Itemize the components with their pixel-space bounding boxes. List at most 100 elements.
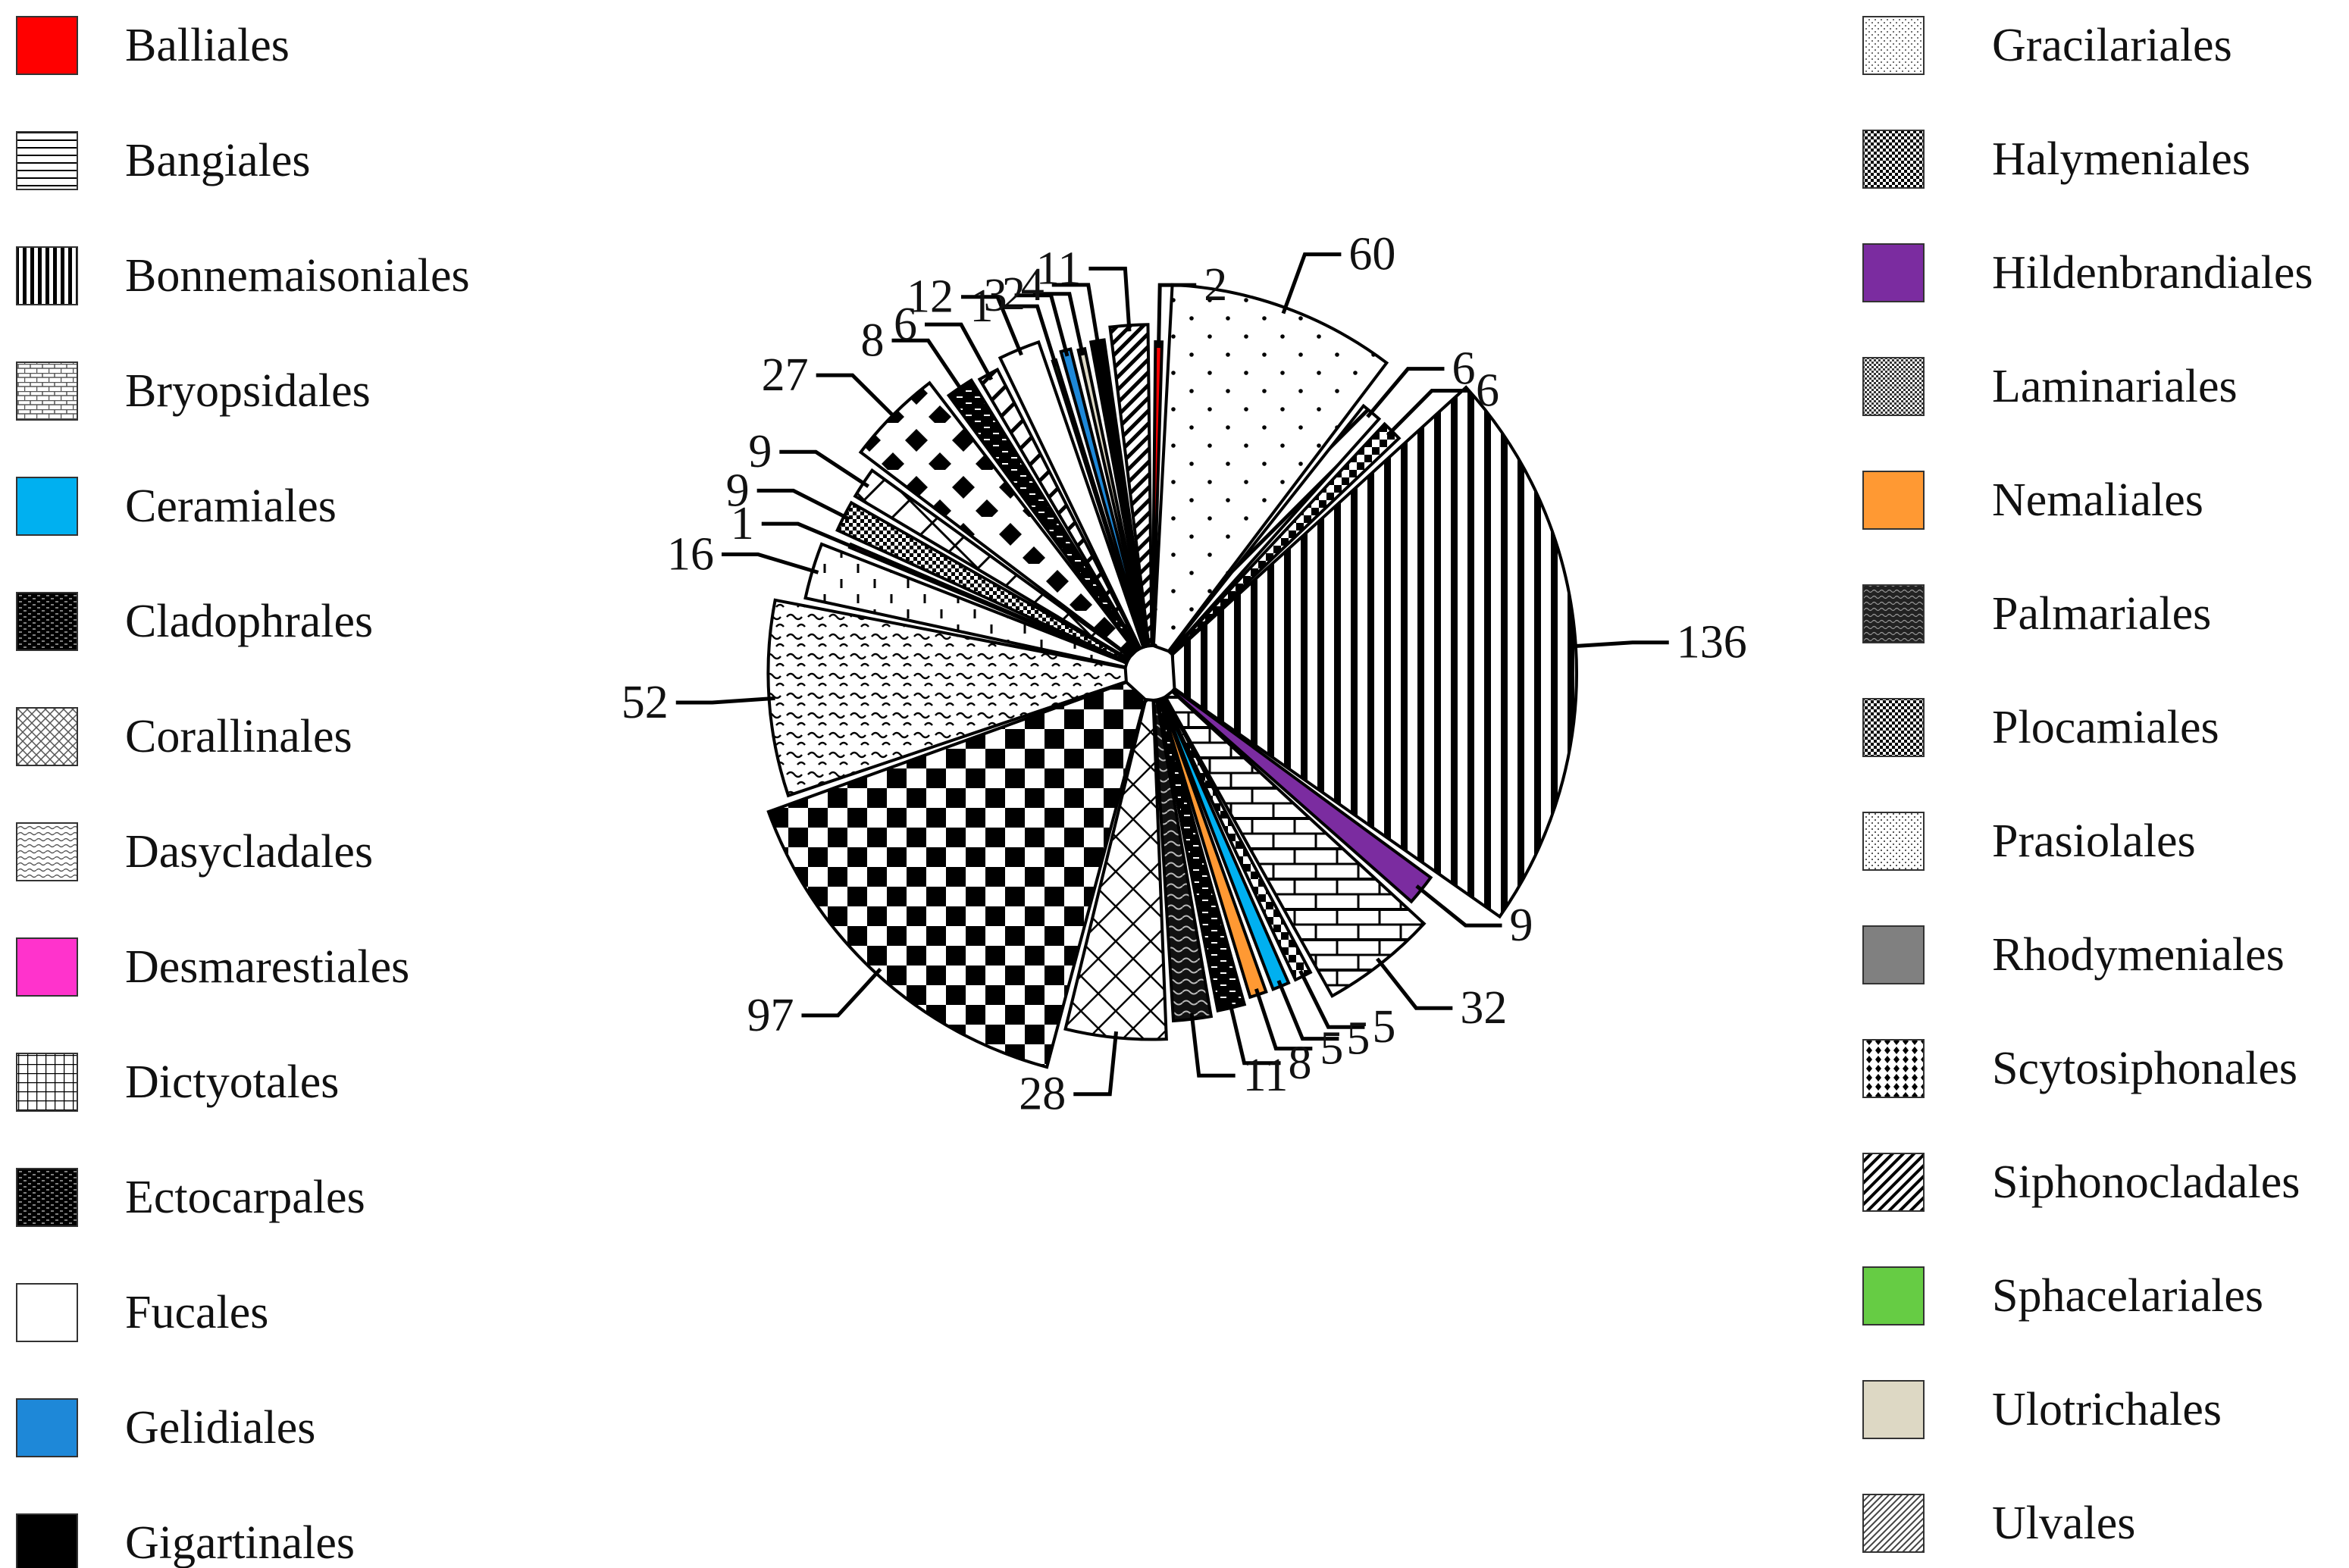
legend-swatch-laminariales — [1862, 357, 1925, 416]
value-label-15: 16 — [667, 528, 714, 580]
legend-label-rhodymeniales: Rhodymeniales — [1992, 929, 2285, 981]
value-label-0: 2 — [1204, 259, 1227, 311]
leader-line-22 — [961, 295, 1023, 356]
leader-line-3 — [1386, 388, 1469, 437]
slice-siphonocladales-21 — [977, 367, 1142, 652]
legend-swatch-gigartinales — [16, 1513, 78, 1568]
legend-swatch-halymeniales — [1862, 130, 1925, 189]
legend-label-bryopsidales: Bryopsidales — [125, 365, 371, 417]
slice-laminariales-17 — [835, 500, 1131, 664]
legend-swatch-corallinales — [16, 707, 78, 766]
slice-ceramiales-8 — [1160, 696, 1291, 991]
leader-line-10 — [1228, 1001, 1281, 1066]
value-label-11: 11 — [1243, 1050, 1289, 1101]
slice-palmariales-11 — [1152, 698, 1214, 1023]
legend-swatch-ceramiales — [16, 477, 78, 536]
slice-prasiolales-15 — [803, 542, 1129, 669]
legend-label-ceramiales: Ceramiales — [125, 480, 337, 532]
slice-bryopsidales-6 — [1163, 689, 1427, 998]
legend-label-gracilariales: Gracilariales — [1992, 20, 2232, 71]
legend-label-dictyotales: Dictyotales — [125, 1056, 339, 1108]
leader-line-5 — [1415, 884, 1502, 928]
legend-swatch-ulotrichales — [1862, 1380, 1925, 1439]
legend-swatch-ectocarpales — [16, 1168, 78, 1227]
leader-line-9 — [1254, 988, 1313, 1051]
value-label-20: 8 — [860, 315, 884, 366]
leader-line-11 — [1189, 1012, 1236, 1078]
leader-line-21 — [924, 322, 994, 381]
value-label-4: 136 — [1677, 617, 1747, 668]
value-label-21: 6 — [894, 299, 917, 350]
legend-label-halymeniales: Halymeniales — [1992, 133, 2250, 185]
legend-label-desmarestiales: Desmarestiales — [125, 941, 409, 993]
leader-line-23 — [1001, 304, 1058, 368]
legend-label-dasycladales: Dasycladales — [125, 826, 373, 878]
legend-label-fucales: Fucales — [125, 1287, 268, 1338]
legend-swatch-bangiales — [16, 131, 78, 190]
legend-swatch-sphacelariales — [1862, 1266, 1925, 1325]
pie-slices — [766, 283, 1578, 1069]
leader-line-20 — [891, 338, 965, 394]
legend-label-cladophrales: Cladophrales — [125, 596, 373, 647]
value-label-27: 11 — [1036, 243, 1082, 294]
value-label-5: 9 — [1510, 900, 1533, 951]
slice-siphonocladales-2 — [1167, 403, 1382, 655]
value-label-17: 9 — [726, 465, 750, 516]
leader-line-18 — [779, 449, 870, 488]
leader-line-7 — [1298, 969, 1365, 1029]
leader-line-2 — [1366, 367, 1445, 418]
leader-line-17 — [756, 488, 850, 521]
legend-label-gigartinales: Gigartinales — [125, 1517, 355, 1568]
legend-swatch-gelidiales — [16, 1398, 78, 1457]
value-label-3: 6 — [1476, 365, 1499, 416]
legend-swatch-prasiolales — [1862, 812, 1925, 871]
legend-label-prasiolales: Prasiolales — [1992, 815, 2196, 867]
value-label-13: 97 — [747, 990, 794, 1041]
legend-swatch-gracilariales — [1862, 16, 1925, 75]
legend-swatch-plocamiales — [1862, 698, 1925, 757]
value-label-8: 5 — [1346, 1013, 1370, 1065]
slice-scytosiphonales-19 — [858, 380, 1138, 659]
leader-line-6 — [1376, 957, 1453, 1010]
leader-line-1 — [1281, 252, 1342, 315]
slice-ulvales-27 — [1108, 323, 1154, 648]
value-label-25: 2 — [1002, 268, 1026, 320]
slice-halymeniales-13 — [766, 680, 1147, 1069]
value-label-19: 27 — [762, 349, 809, 401]
value-label-22: 12 — [907, 271, 954, 323]
legend-swatch-cladophrales — [16, 592, 78, 651]
leader-line-19 — [816, 373, 899, 421]
legend-left: Balliales Bangiales Bonnemaisoniales Bryops… — [16, 16, 470, 1568]
legend-label-laminariales: Laminariales — [1992, 361, 2238, 412]
slice-ectocarpales-20 — [946, 377, 1140, 653]
legend-swatch-rhodymeniales — [1862, 925, 1925, 984]
legend-swatch-nemaliales — [1862, 471, 1925, 530]
value-label-2: 6 — [1452, 343, 1475, 395]
value-label-24: 3 — [984, 270, 1007, 321]
slice-bonnemaisoniales-4 — [1170, 385, 1578, 919]
legend-label-corallinales: Corallinales — [125, 711, 352, 762]
legend-swatch-fucales — [16, 1283, 78, 1342]
slice-fucales-22 — [998, 340, 1145, 651]
legend-label-plocamiales: Plocamiales — [1992, 702, 2219, 753]
slice-plocamiales-7 — [1161, 695, 1313, 982]
legend-swatch-scytosiphonales — [1862, 1039, 1925, 1098]
legend-swatch-desmarestiales — [16, 937, 78, 997]
leader-line-14 — [675, 696, 775, 705]
value-label-7: 5 — [1372, 1001, 1395, 1053]
value-label-1: 60 — [1348, 229, 1395, 280]
legend-swatch-siphonocladales — [1862, 1153, 1925, 1212]
legend-label-nemaliales: Nemaliales — [1992, 474, 2203, 526]
legend-label-scytosiphonales: Scytosiphonales — [1992, 1043, 2297, 1094]
leader-line-13 — [801, 968, 882, 1018]
value-label-23: 1 — [969, 280, 993, 332]
legend-right: Gracilariales Halymeniales Hildenbrandiale… — [1862, 16, 2313, 1553]
legend-label-ulvales: Ulvales — [1992, 1498, 2135, 1549]
value-label-10: 8 — [1289, 1038, 1312, 1089]
legend-label-ectocarpales: Ectocarpales — [125, 1172, 365, 1223]
slice-nemaliales-9 — [1157, 696, 1268, 1000]
legend-label-bonnemaisoniales: Bonnemaisoniales — [125, 250, 470, 302]
legend-swatch-dictyotales — [16, 1053, 78, 1112]
